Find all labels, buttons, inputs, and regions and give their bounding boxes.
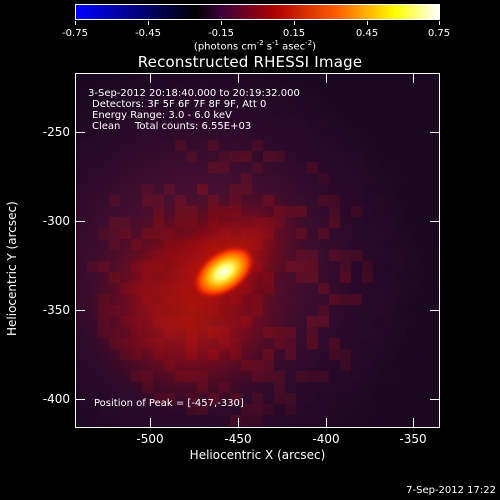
y-axis-title: Heliocentric Y (arcsec) [5,201,19,336]
y-tick-label: -400 [42,392,70,406]
colorbar-tick [294,21,295,25]
y-tick [430,399,439,400]
info-time: 3-Sep-2012 20:18:40.000 to 20:19:32.000 [88,88,300,99]
colorbar-tick-label: -0.45 [135,28,161,39]
info-counts: Total counts: 6.55E+03 [135,121,252,132]
timestamp: 7-Sep-2012 17:22 [406,485,496,496]
x-tick [413,418,414,427]
y-tick [76,221,85,222]
x-axis-title: Heliocentric X (arcsec) [189,448,326,462]
y-tick [430,221,439,222]
y-tick [76,310,85,311]
x-tick [326,74,327,83]
y-tick [76,399,85,400]
colorbar-units: (photons cm-2 s-1 asec-2) [193,39,317,53]
x-tick [326,418,327,427]
colorbar-tick-label: 0.75 [427,28,451,39]
x-tick-label: -450 [224,432,252,446]
colorbar-tick-label: -0.15 [208,28,234,39]
x-tick-label: -400 [312,432,340,446]
info-energy: Energy Range: 3.0 - 6.0 keV [92,110,232,121]
colorbar-tick [439,21,440,25]
x-tick [238,418,239,427]
colorbar-tick [148,21,149,25]
info-method: Clean [92,121,121,132]
colorbar-tick-label: -0.75 [62,28,88,39]
info-detectors: Detectors: 3F 5F 6F 7F 8F 9F, Att 0 [92,99,267,110]
plot-title: Reconstructed RHESSI Image [137,53,363,71]
x-tick [150,74,151,83]
y-tick-label: -300 [42,214,70,228]
y-tick-label: -350 [42,303,70,317]
y-tick [430,132,439,133]
x-tick [150,418,151,427]
x-tick [413,74,414,83]
colorbar-tick-label: 0.45 [355,28,379,39]
colorbar-tick [367,21,368,25]
colorbar-tick [75,21,76,25]
x-tick-label: -350 [399,432,427,446]
colorbar-tick-label: 0.15 [282,28,306,39]
colorbar-tick [221,21,222,25]
x-tick-label: -500 [136,432,164,446]
info-peak: Position of Peak = [-457,-330] [94,398,244,409]
y-tick [76,132,85,133]
y-tick [430,310,439,311]
x-tick [238,74,239,83]
y-tick-label: -250 [42,125,70,139]
colorbar [75,4,440,20]
image-plot: 3-Sep-2012 20:18:40.000 to 20:19:32.000 … [75,73,440,428]
rhessi-image [76,74,439,427]
